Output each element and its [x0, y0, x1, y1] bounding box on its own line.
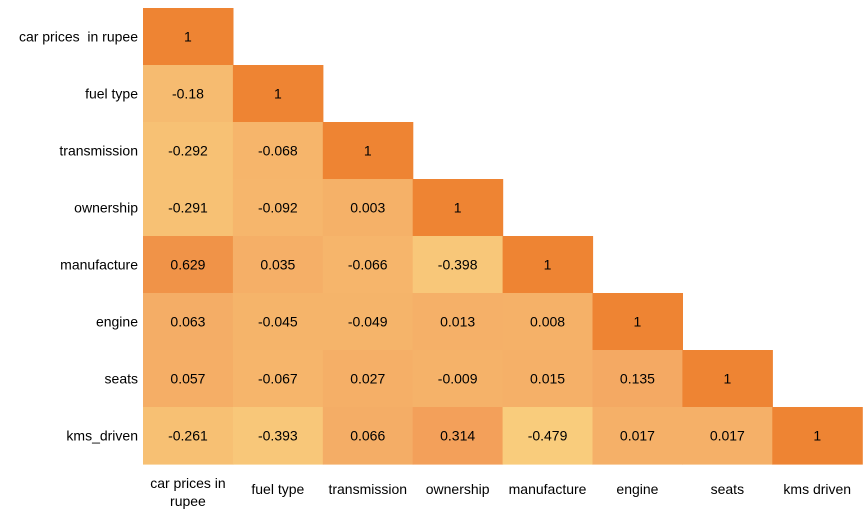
heatmap-cell-r2-c0: [143, 122, 234, 180]
row-label-seats: seats: [105, 371, 138, 387]
column-label-ownership: ownership: [426, 481, 490, 497]
cell-value-r3-c0: -0.291: [168, 200, 208, 216]
heatmap-cell-r6-c1: [232, 350, 324, 408]
heatmap-cell-r4-c1: [232, 236, 324, 294]
heatmap-cell-r6-c2: [322, 350, 414, 408]
heatmap-cell-r7-c5: [592, 407, 683, 465]
heatmap-cell-r2-c2: [322, 122, 414, 180]
heatmap-cell-r2-c1: [232, 122, 324, 180]
heatmap-cell-r5-c0: [143, 293, 234, 351]
heatmap-cell-r6-c5: [592, 350, 683, 408]
heatmap-cell-r6-c3: [412, 350, 504, 408]
heatmap-cell-r4-c0: [143, 236, 234, 294]
cell-value-r0-c0: 1: [184, 29, 192, 45]
cell-value-r2-c2: 1: [364, 143, 372, 159]
row-label-engine: engine: [96, 314, 138, 330]
cell-value-r6-c1: -0.067: [258, 371, 298, 387]
cell-value-r5-c1: -0.045: [258, 314, 298, 330]
heatmap-cell-r5-c3: [412, 293, 504, 351]
heatmap-cell-r6-c0: [143, 350, 234, 408]
heatmap-cell-r1-c0: [143, 65, 234, 123]
heatmap-cell-r5-c1: [232, 293, 324, 351]
column-label-engine: engine: [616, 481, 658, 497]
cell-value-r6-c5: 0.135: [620, 371, 655, 387]
heatmap-cell-r7-c4: [502, 407, 594, 465]
heatmap-cell-r7-c6: [682, 407, 773, 465]
heatmap-cell-r7-c3: [412, 407, 504, 465]
cell-value-r4-c3: -0.398: [438, 257, 478, 273]
cell-value-r3-c3: 1: [454, 200, 462, 216]
cell-value-r7-c2: 0.066: [350, 428, 385, 444]
cell-value-r6-c0: 0.057: [170, 371, 205, 387]
cell-value-r4-c1: 0.035: [260, 257, 295, 273]
column-label-kms-driven: kms driven: [783, 481, 851, 497]
cell-value-r6-c3: -0.009: [438, 371, 478, 387]
cell-value-r5-c0: 0.063: [170, 314, 205, 330]
heatmap-cell-r3-c3: [412, 179, 504, 237]
column-labels-layer: car prices in rupee fuel type transmission o…: [150, 475, 851, 509]
cell-value-r3-c2: 0.003: [350, 200, 385, 216]
cell-value-r4-c2: -0.066: [348, 257, 388, 273]
cell-value-r6-c4: 0.015: [530, 371, 565, 387]
column-label-transmission: transmission: [328, 481, 407, 497]
cell-value-r5-c2: -0.049: [348, 314, 388, 330]
row-label-manufacture: manufacture: [60, 257, 138, 273]
cell-value-r6-c6: 1: [723, 371, 731, 387]
heatmap-cell-r6-c4: [502, 350, 594, 408]
heatmap-cell-r4-c4: [502, 236, 594, 294]
row-label-fuel-type: fuel type: [85, 86, 138, 102]
row-labels-layer: car prices in rupee fuel type transmission…: [19, 29, 138, 444]
cell-value-r7-c4: -0.479: [528, 428, 568, 444]
cell-values-layer: 1 -0.18 1 -0.292 -0.068 1 -0.291 -0.092 0.003 1 0.…: [168, 29, 821, 444]
column-label-manufacture: manufacture: [509, 481, 587, 497]
heatmap-cell-r5-c5: [592, 293, 683, 351]
row-label-kms-driven: kms_driven: [66, 428, 138, 444]
cell-value-r7-c1: -0.393: [258, 428, 298, 444]
row-label-transmission: transmission: [59, 143, 138, 159]
heatmap-cell-r7-c2: [322, 407, 414, 465]
cells-layer: [143, 8, 863, 465]
cell-value-r3-c1: -0.092: [258, 200, 298, 216]
column-label-seats: seats: [711, 481, 744, 497]
heatmap-cell-r4-c3: [412, 236, 504, 294]
cell-value-r7-c3: 0.314: [440, 428, 475, 444]
heatmap-cell-r7-c7: [772, 407, 863, 465]
heatmap-cell-r3-c0: [143, 179, 234, 237]
heatmap-cell-r7-c0: [143, 407, 234, 465]
heatmap-cell-r3-c2: [322, 179, 414, 237]
heatmap-cell-r3-c1: [232, 179, 324, 237]
heatmap-cell-r6-c6: [682, 350, 773, 408]
cell-value-r7-c0: -0.261: [168, 428, 208, 444]
cell-value-r4-c4: 1: [544, 257, 552, 273]
cell-value-r4-c0: 0.629: [170, 257, 205, 273]
cell-value-r7-c6: 0.017: [710, 428, 745, 444]
cell-value-r1-c1: 1: [274, 86, 282, 102]
heatmap-cell-r0-c0: [143, 8, 234, 66]
row-label-car-prices-in-rupee: car prices in rupee: [19, 29, 138, 45]
heatmap-cell-r5-c2: [322, 293, 414, 351]
cell-value-r7-c5: 0.017: [620, 428, 655, 444]
cell-value-r5-c3: 0.013: [440, 314, 475, 330]
cell-value-r6-c2: 0.027: [350, 371, 385, 387]
column-label-fuel-type: fuel type: [251, 481, 304, 497]
heatmap-cell-r1-c1: [232, 65, 324, 123]
cell-value-r7-c7: 1: [813, 428, 821, 444]
cell-value-r5-c5: 1: [634, 314, 642, 330]
heatmap-cell-r7-c1: [232, 407, 324, 465]
cell-value-r2-c0: -0.292: [168, 143, 208, 159]
row-label-ownership: ownership: [74, 200, 138, 216]
heatmap-cell-r5-c4: [502, 293, 594, 351]
cell-value-r1-c0: -0.18: [172, 86, 204, 102]
cell-value-r5-c4: 0.008: [530, 314, 565, 330]
column-label-car-prices-in-rupee: car prices in rupee: [150, 475, 225, 509]
cell-value-r2-c1: -0.068: [258, 143, 298, 159]
heatmap-cell-r4-c2: [322, 236, 414, 294]
